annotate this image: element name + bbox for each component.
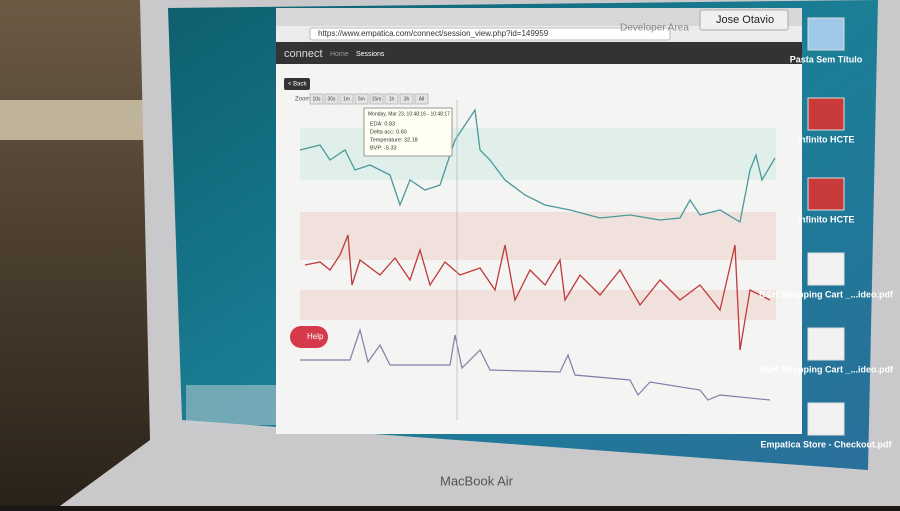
icon-label: Pasta Sem Título xyxy=(790,54,863,64)
band xyxy=(300,212,776,260)
url-field[interactable] xyxy=(309,27,671,41)
acc-line xyxy=(304,234,771,351)
file-icon[interactable] xyxy=(807,402,845,436)
file-icon[interactable] xyxy=(807,97,845,131)
zoom-button[interactable] xyxy=(384,93,399,105)
tooltip-time: Monday, Mar 23, 10:48:16 - 10:48:17 xyxy=(368,111,450,117)
tooltip-line: EDA: 0.83 xyxy=(370,121,395,127)
icon-label: Infinito HCTE xyxy=(798,214,855,224)
tooltip-lines: EDA: 0.83 Delta acc: 0.60 Temperature: 32.… xyxy=(370,121,418,151)
zoom-button[interactable] xyxy=(414,93,429,105)
tooltip xyxy=(363,107,453,157)
tooltip-line: BVP: -5.33 xyxy=(370,145,397,151)
bvp-line xyxy=(300,327,771,401)
file-icon[interactable] xyxy=(807,17,845,51)
zoom-option: All xyxy=(419,96,425,102)
zoom-option: 5m xyxy=(358,96,365,102)
eda-line xyxy=(299,108,776,224)
zoom-button[interactable] xyxy=(399,93,414,105)
icon-label: Infinito HCTE xyxy=(798,134,855,144)
zoom-label: Zoom xyxy=(295,97,310,103)
zoom-button[interactable] xyxy=(324,93,339,105)
icon-label: Empatica Store - Checkout.pdf xyxy=(760,439,892,449)
zoom-button[interactable] xyxy=(339,93,354,105)
help-button[interactable] xyxy=(290,326,328,348)
icon-label: B&H Shopping Cart _...ideo.pdf xyxy=(759,289,894,299)
zoom-buttons: 10s 30s 1m 5m 15m 1h 3h All xyxy=(309,93,429,105)
file-icon[interactable] xyxy=(807,327,845,361)
file-icon[interactable] xyxy=(807,177,845,211)
zoom-option: 1h xyxy=(389,96,395,102)
tooltip-line: Delta acc: 0.60 xyxy=(370,129,407,135)
help-label: Help xyxy=(307,332,324,341)
desktop-icons: Pasta Sem Título Infinito HCTE Infinito HC… xyxy=(759,17,894,449)
zoom-option: 30s xyxy=(327,96,336,102)
file-icon[interactable] xyxy=(807,252,845,286)
laptop-label: MacBook Air xyxy=(440,473,514,488)
zoom-option: 15m xyxy=(372,96,382,102)
nav-home[interactable]: Home xyxy=(330,51,349,58)
zoom-button[interactable] xyxy=(309,93,324,105)
tooltip-line: Temperature: 32.18 xyxy=(370,137,418,143)
zoom-button[interactable] xyxy=(354,93,369,105)
tab-bar xyxy=(276,8,802,26)
desk xyxy=(0,100,150,140)
logo: connect xyxy=(284,48,323,60)
band xyxy=(300,290,776,320)
browser-window: https://www.empatica.com/connect/session… xyxy=(276,8,802,434)
icon-label: B&H Shopping Cart _...ideo.pdf xyxy=(759,364,894,374)
user-menu[interactable] xyxy=(699,9,789,31)
zoom-option: 3h xyxy=(404,96,410,102)
zoom-button[interactable] xyxy=(369,93,384,105)
app-header xyxy=(276,42,802,64)
back-button[interactable] xyxy=(284,78,310,90)
nav-sessions[interactable]: Sessions xyxy=(356,51,385,58)
back-label: < Back xyxy=(288,82,308,88)
user-name: Jose Otavio xyxy=(716,14,774,26)
url: https://www.empatica.com/connect/session… xyxy=(318,29,549,38)
zoom-option: 1m xyxy=(343,96,350,102)
zoom-option: 10s xyxy=(312,96,321,102)
developer-area[interactable]: Developer Area xyxy=(620,23,689,34)
